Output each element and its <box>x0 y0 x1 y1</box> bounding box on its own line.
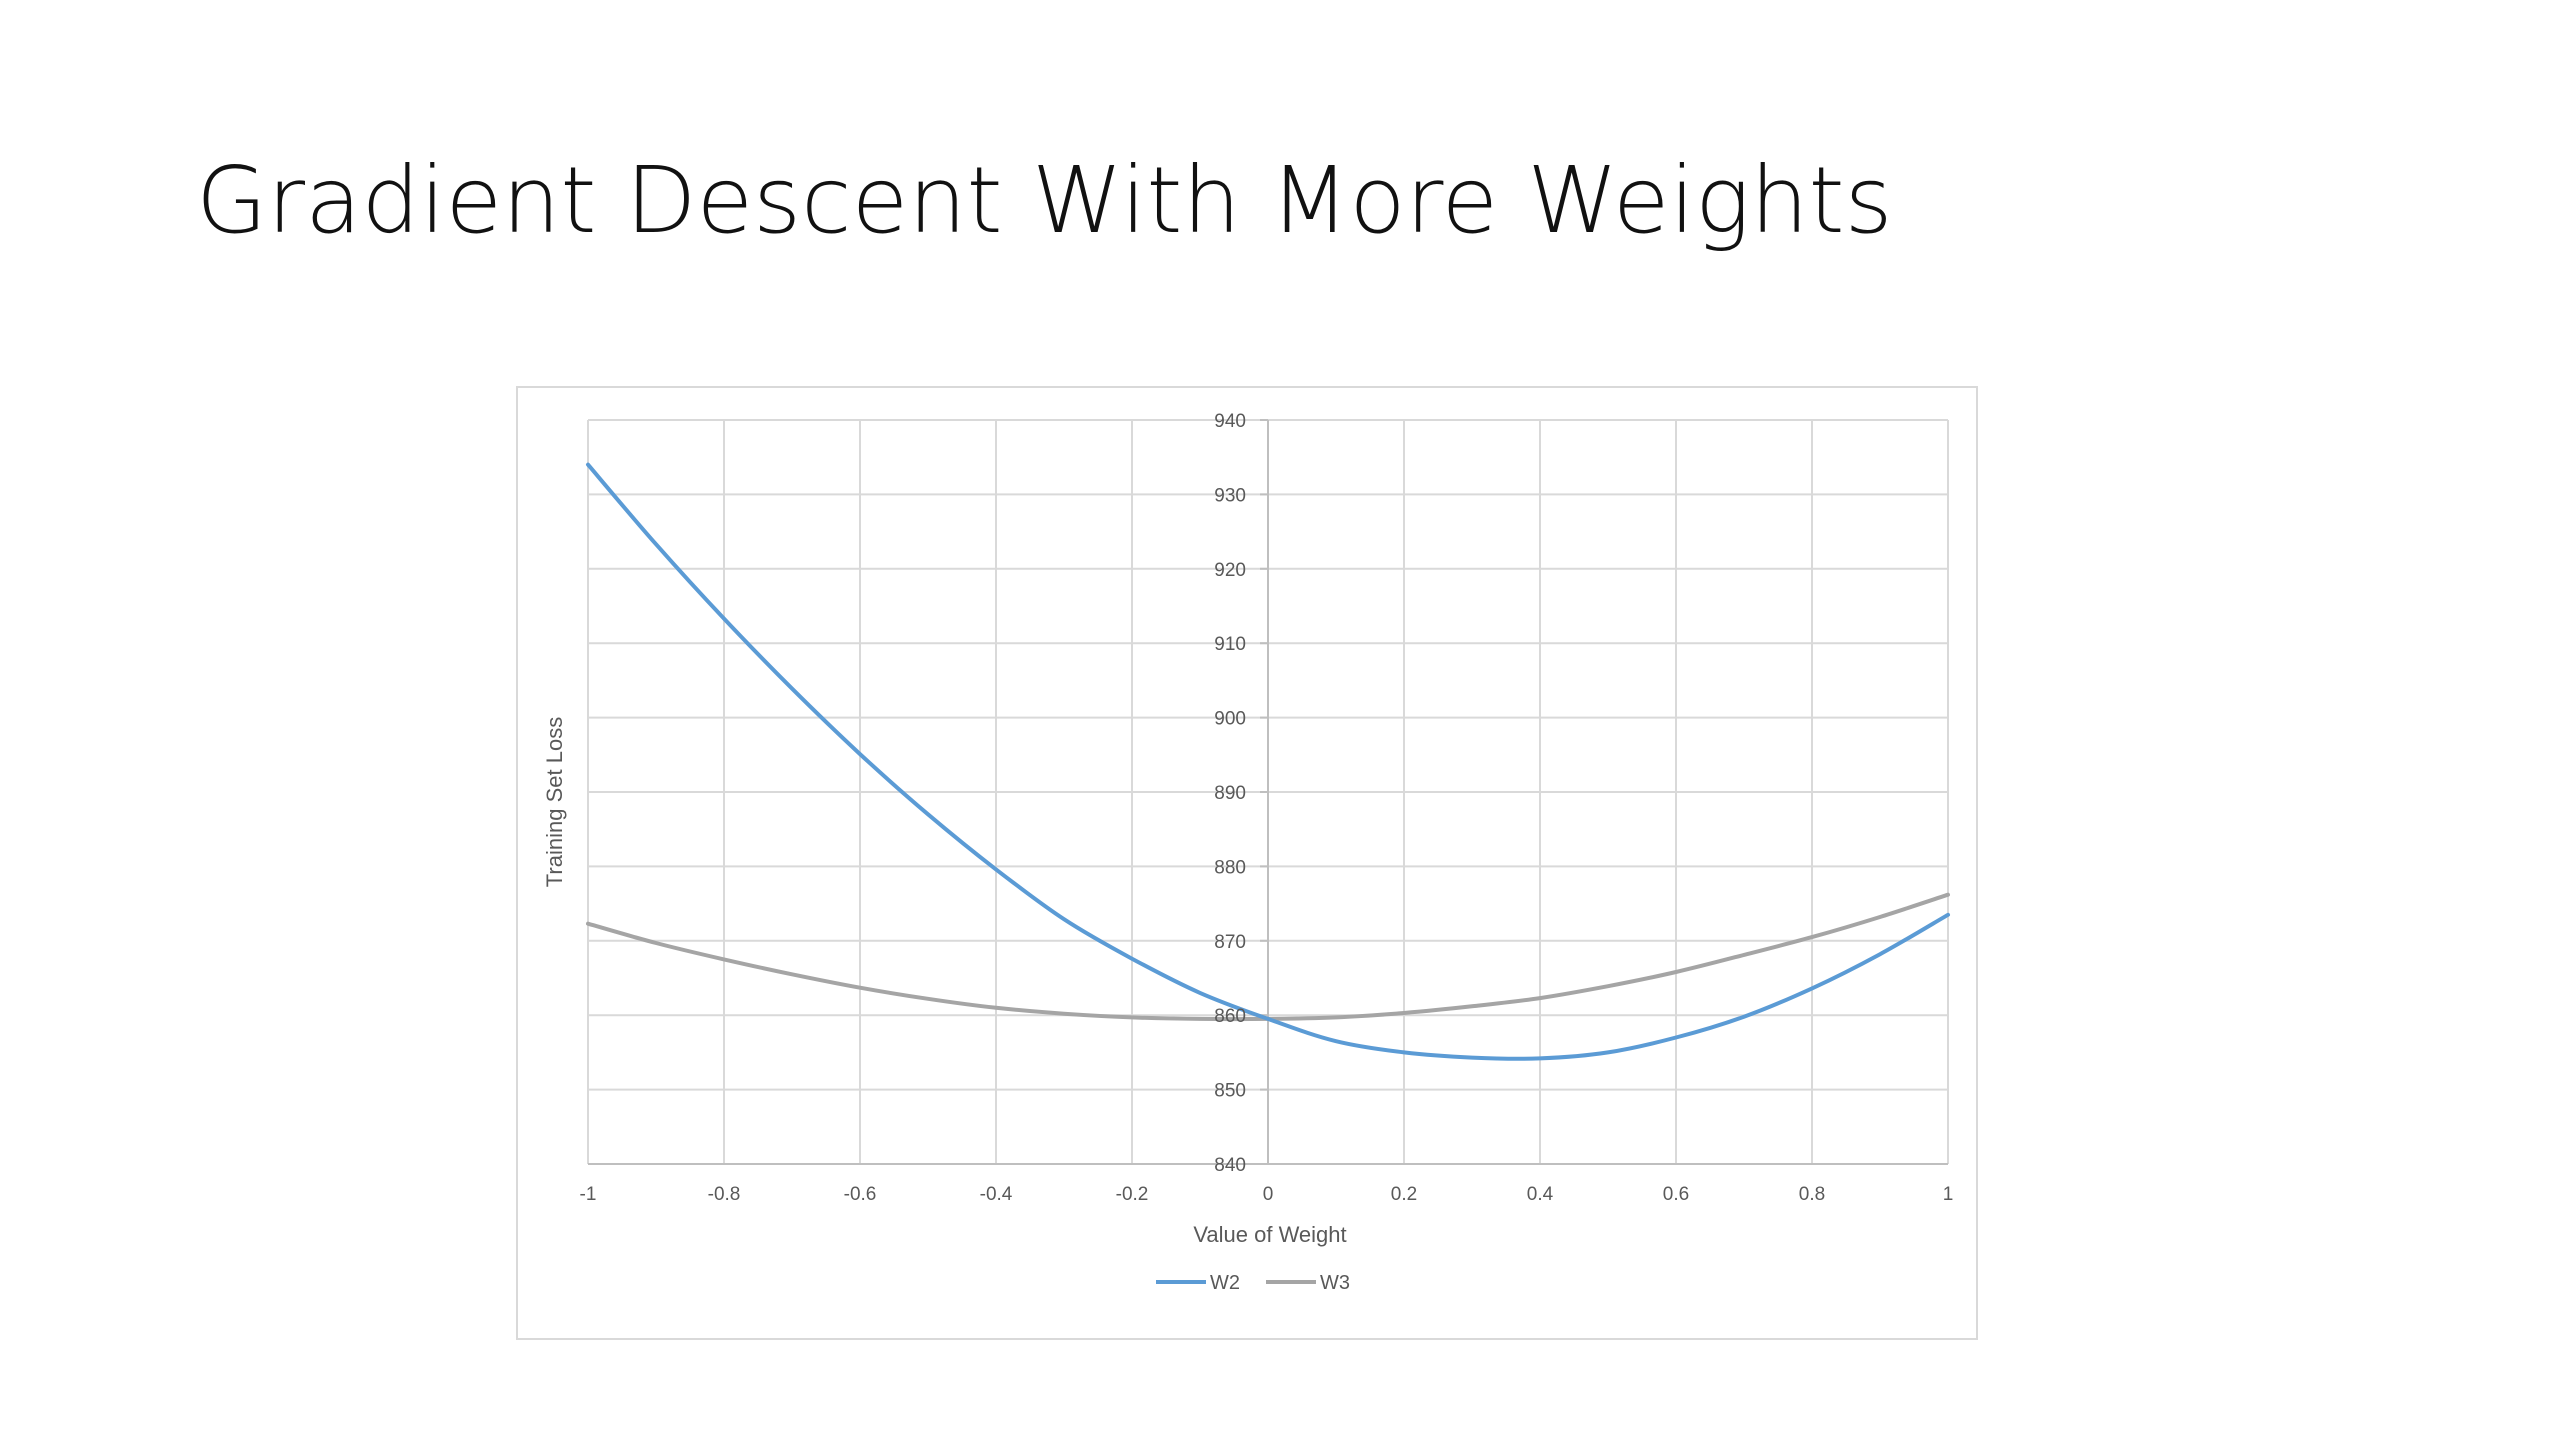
y-axis-title: Training Set Loss <box>542 717 567 887</box>
x-tick-label: -0.8 <box>708 1184 741 1205</box>
x-tick-label: -0.6 <box>844 1184 877 1205</box>
x-tick-label: 0 <box>1263 1184 1274 1205</box>
x-tick-label: 0.8 <box>1799 1184 1825 1205</box>
x-axis-title: Value of Weight <box>1193 1222 1346 1247</box>
series-lines <box>586 462 1950 1061</box>
y-tick-label: 940 <box>1214 411 1246 432</box>
y-tick-label: 930 <box>1214 485 1246 506</box>
y-tick-label: 890 <box>1214 783 1246 804</box>
y-tick-label: 870 <box>1214 932 1246 953</box>
y-tick-label: 860 <box>1214 1006 1246 1027</box>
x-tick-label: -0.4 <box>980 1184 1013 1205</box>
chart-container: 840 850 860 870 880 890 900 910 920 930 940 -1 -0.8 -… <box>516 386 1978 1340</box>
y-tick-label: 920 <box>1214 560 1246 581</box>
y-tick-label: 840 <box>1214 1155 1246 1176</box>
y-tick-label: 880 <box>1214 857 1246 878</box>
tick-labels: 840 850 860 870 880 890 900 910 920 930 940 -1 -0.8 -… <box>580 411 1954 1205</box>
x-tick-label: -1 <box>580 1184 597 1205</box>
y-tick-label: 900 <box>1214 709 1246 730</box>
x-tick-label: 1 <box>1943 1184 1954 1205</box>
line-chart: 840 850 860 870 880 890 900 910 920 930 940 -1 -0.8 -… <box>542 411 1954 1294</box>
x-tick-label: -0.2 <box>1116 1184 1149 1205</box>
slide-title: Gradient Descent With More Weights <box>196 147 1893 254</box>
x-tick-label: 0.2 <box>1391 1184 1417 1205</box>
legend-label-w2: W2 <box>1210 1272 1240 1294</box>
series-line-w2 <box>586 462 1950 1061</box>
x-tick-label: 0.6 <box>1663 1184 1689 1205</box>
y-tick-label: 850 <box>1214 1081 1246 1102</box>
legend: W2 W3 <box>1156 1272 1350 1294</box>
axes <box>588 419 1948 1165</box>
y-tick-label: 910 <box>1214 634 1246 655</box>
x-tick-label: 0.4 <box>1527 1184 1554 1205</box>
legend-label-w3: W3 <box>1320 1272 1350 1294</box>
